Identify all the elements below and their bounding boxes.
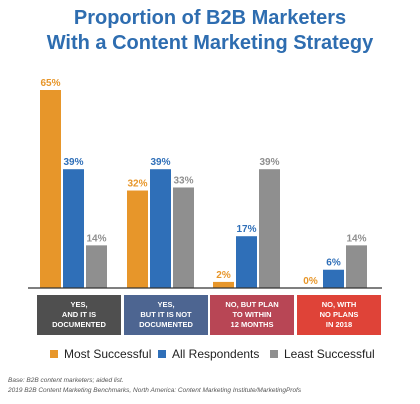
legend-swatch-all-respondents	[158, 350, 166, 358]
value-label-most-successful-cat-4: 0%	[303, 276, 318, 287]
value-label-most-successful-cat-1: 65%	[40, 78, 60, 89]
category-label-3-line-2: TO WITHIN	[232, 310, 271, 319]
legend-label-least-successful: Least Successful	[284, 347, 375, 361]
value-label-most-successful-cat-2: 32%	[127, 179, 147, 190]
bar-most-successful-cat-2	[127, 190, 148, 288]
chart-title: Proportion of B2B Marketers With a Conte…	[0, 6, 420, 56]
value-label-least-successful-cat-4: 14%	[346, 233, 366, 244]
category-label-4-line-3: IN 2018	[326, 320, 352, 329]
category-label-1-line-2: AND IT IS	[62, 310, 96, 319]
legend-swatch-most-successful	[50, 350, 58, 358]
bars-layer	[40, 90, 367, 288]
category-label-4-line-2: NO PLANS	[320, 310, 359, 319]
bar-most-successful-cat-3	[213, 281, 234, 288]
category-label-2-line-1: YES,	[157, 300, 174, 309]
bar-most-successful-cat-1	[40, 90, 61, 288]
value-label-all-respondents-cat-3: 17%	[236, 224, 256, 235]
value-label-all-respondents-cat-2: 39%	[150, 157, 170, 168]
value-label-least-successful-cat-3: 39%	[259, 157, 279, 168]
value-label-least-successful-cat-2: 33%	[173, 175, 193, 186]
category-label-3-line-1: NO, BUT PLAN	[225, 300, 278, 309]
source-citation: 2019 B2B Content Marketing Benchmarks, N…	[8, 387, 302, 394]
category-box-1	[37, 295, 121, 335]
value-label-least-successful-cat-1: 14%	[86, 233, 106, 244]
bar-all-respondents-cat-1	[63, 169, 84, 288]
legend-item-least-successful: Least Successful	[270, 346, 375, 362]
category-label-2-line-3: DOCUMENTED	[139, 320, 193, 329]
category-box-3	[210, 295, 294, 335]
legend-label-all-respondents: All Respondents	[172, 347, 260, 361]
value-label-all-respondents-cat-4: 6%	[326, 258, 341, 269]
bar-least-successful-cat-4	[346, 245, 367, 288]
bar-all-respondents-cat-4	[323, 269, 344, 288]
bar-least-successful-cat-3	[259, 169, 280, 288]
bar-all-respondents-cat-2	[150, 169, 171, 288]
category-box-2	[124, 295, 208, 335]
legend: Most Successful All Respondents Least Su…	[0, 346, 420, 362]
category-box-4	[297, 295, 381, 335]
legend-item-most-successful: Most Successful	[50, 346, 151, 362]
category-label-3-line-3: 12 MONTHS	[231, 320, 274, 329]
category-label-2-line-2: BUT IT IS NOT	[140, 310, 192, 319]
legend-swatch-least-successful	[270, 350, 278, 358]
source-note: Base: B2B content marketers; aided list.…	[8, 376, 418, 396]
bar-least-successful-cat-2	[173, 187, 194, 288]
bar-least-successful-cat-1	[86, 245, 107, 288]
value-label-all-respondents-cat-1: 39%	[63, 157, 83, 168]
title-line-2: With a Content Marketing Strategy	[46, 32, 374, 54]
value-labels-layer: 65%39%14%32%39%33%2%17%39%0%6%14%	[40, 78, 366, 287]
category-label-1-line-1: YES,	[70, 300, 87, 309]
legend-label-most-successful: Most Successful	[64, 347, 152, 361]
bar-all-respondents-cat-3	[236, 236, 257, 288]
base-note: Base: B2B content marketers; aided list.	[8, 377, 124, 384]
legend-item-all-respondents: All Respondents	[158, 346, 259, 362]
bar-chart: 65%39%14%32%39%33%2%17%39%0%6%14% YES,AN…	[28, 78, 382, 335]
value-label-most-successful-cat-3: 2%	[216, 270, 231, 281]
category-label-4-line-1: NO, WITH	[322, 300, 357, 309]
title-line-1: Proportion of B2B Marketers	[73, 7, 347, 29]
category-label-1-line-3: DOCUMENTED	[52, 320, 106, 329]
